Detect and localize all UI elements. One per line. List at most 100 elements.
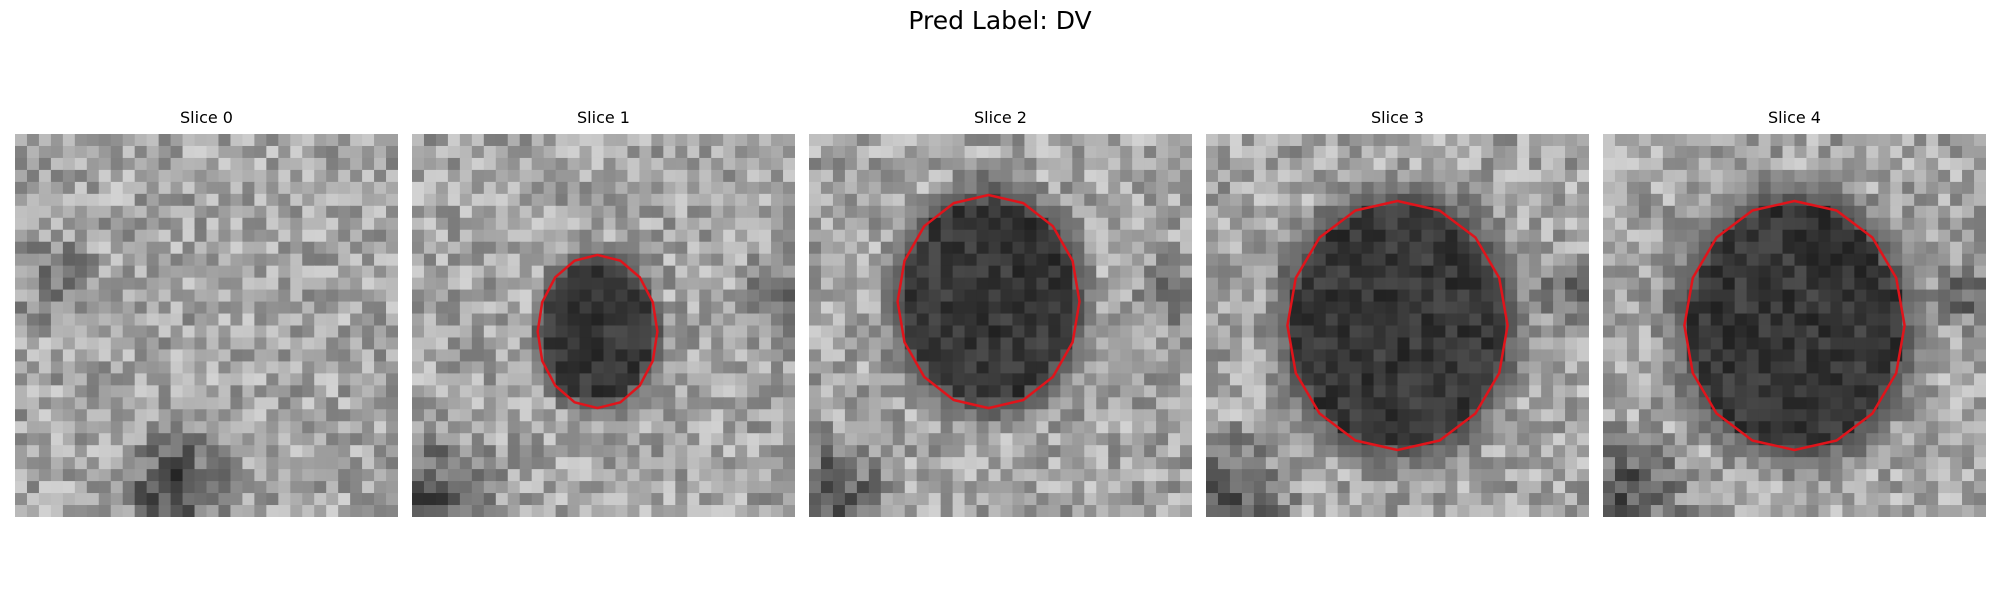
image-pixel: [1072, 205, 1085, 219]
image-pixel: [1974, 433, 1986, 446]
image-pixel: [1397, 253, 1411, 267]
image-pixel: [412, 145, 425, 159]
image-pixel: [230, 361, 244, 374]
image-pixel: [459, 505, 473, 517]
image-pixel: [278, 313, 291, 327]
image-pixel: [1445, 265, 1458, 279]
image-pixel: [254, 481, 267, 494]
figure-suptitle: Pred Label: DV: [908, 6, 1092, 35]
image-pixel: [759, 481, 772, 494]
image-pixel: [1529, 253, 1542, 267]
image-pixel: [1722, 157, 1736, 171]
image-pixel: [374, 253, 387, 267]
image-pixel: [1253, 181, 1267, 195]
image-pixel: [651, 337, 664, 351]
image-pixel: [663, 134, 676, 147]
image-pixel: [1866, 253, 1879, 267]
image-pixel: [1650, 169, 1664, 183]
image-pixel: [1325, 241, 1339, 255]
image-pixel: [771, 433, 784, 446]
image-pixel: [940, 181, 954, 195]
image-pixel: [1710, 253, 1724, 267]
image-pixel: [230, 325, 244, 339]
image-pixel: [771, 493, 784, 506]
image-pixel: [86, 421, 100, 434]
image-pixel: [1938, 217, 1951, 231]
image-pixel: [1337, 253, 1351, 267]
image-pixel: [1914, 409, 1927, 422]
image-pixel: [1878, 134, 1891, 147]
image-pixel: [964, 433, 978, 446]
image-pixel: [1168, 289, 1181, 303]
image-pixel: [1457, 181, 1470, 195]
image-pixel: [1060, 193, 1073, 207]
image-pixel: [1361, 409, 1375, 422]
image-pixel: [362, 337, 375, 351]
image-pixel: [1156, 505, 1169, 517]
image-pixel: [964, 385, 978, 398]
image-pixel: [1662, 385, 1676, 398]
image-pixel: [1373, 373, 1387, 386]
image-pixel: [1433, 409, 1446, 422]
image-pixel: [809, 409, 822, 422]
image-pixel: [1168, 469, 1181, 482]
image-pixel: [1722, 181, 1736, 195]
image-pixel: [820, 205, 834, 219]
image-pixel: [1217, 433, 1231, 446]
image-pixel: [1457, 349, 1470, 363]
image-pixel: [1469, 373, 1482, 386]
image-pixel: [603, 277, 617, 291]
image-pixel: [1072, 277, 1085, 291]
image-pixel: [1024, 385, 1038, 398]
image-pixel: [747, 373, 760, 386]
image-pixel: [1626, 145, 1640, 159]
image-pixel: [1445, 134, 1458, 147]
image-pixel: [1048, 169, 1061, 183]
image-pixel: [1120, 457, 1133, 470]
image-pixel: [1746, 397, 1760, 410]
image-pixel: [278, 385, 291, 398]
image-pixel: [386, 445, 398, 458]
image-pixel: [1541, 169, 1554, 183]
image-pixel: [1830, 457, 1843, 470]
image-pixel: [1409, 217, 1423, 231]
image-pixel: [892, 481, 906, 494]
image-pixel: [711, 229, 724, 243]
image-pixel: [158, 469, 172, 482]
image-pixel: [50, 457, 64, 470]
image-pixel: [170, 145, 184, 159]
image-pixel: [230, 337, 244, 351]
image-pixel: [892, 373, 906, 386]
image-pixel: [1541, 397, 1554, 410]
image-pixel: [1565, 385, 1578, 398]
image-pixel: [759, 373, 772, 386]
image-pixel: [603, 433, 617, 446]
image-pixel: [940, 505, 954, 517]
image-pixel: [1000, 169, 1014, 183]
image-pixel: [1553, 193, 1566, 207]
image-pixel: [1710, 373, 1724, 386]
image-pixel: [242, 181, 255, 195]
image-pixel: [1842, 313, 1855, 327]
image-pixel: [314, 325, 327, 339]
image-pixel: [254, 313, 267, 327]
image-pixel: [1974, 217, 1986, 231]
image-pixel: [1084, 169, 1097, 183]
image-pixel: [471, 313, 485, 327]
image-pixel: [952, 253, 966, 267]
image-pixel: [1603, 421, 1616, 434]
image-pixel: [1397, 205, 1411, 219]
image-pixel: [964, 301, 978, 315]
image-pixel: [675, 373, 688, 386]
image-pixel: [1048, 325, 1061, 339]
image-pixel: [1469, 337, 1482, 351]
image-pixel: [1565, 433, 1578, 446]
image-pixel: [1096, 445, 1109, 458]
image-pixel: [832, 373, 846, 386]
image-pixel: [1217, 493, 1231, 506]
image-pixel: [591, 241, 605, 255]
image-pixel: [868, 181, 882, 195]
image-pixel: [1433, 217, 1446, 231]
image-pixel: [362, 457, 375, 470]
image-pixel: [1481, 409, 1494, 422]
